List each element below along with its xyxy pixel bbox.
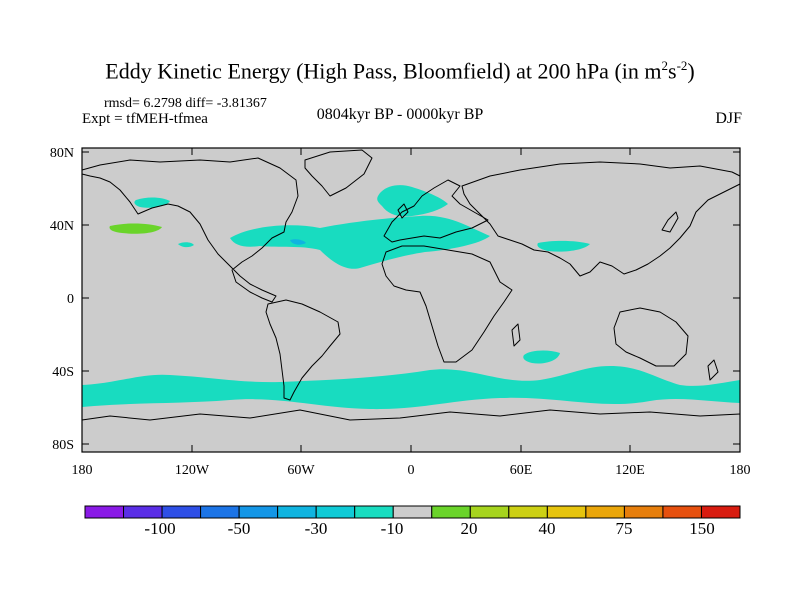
season-label: DJF xyxy=(715,110,742,127)
colorbar-swatch xyxy=(354,505,394,519)
colorbar-label: -100 xyxy=(144,519,175,538)
north-atlantic-core xyxy=(290,239,306,245)
colorbar-label: 150 xyxy=(689,519,715,538)
coastlines xyxy=(81,149,741,421)
lat-label-0: 0 xyxy=(67,292,74,307)
asia-coast xyxy=(461,161,741,277)
period-label: 0804kyr BP - 0000kyr BP xyxy=(316,106,484,123)
south-america-coast xyxy=(265,299,341,401)
colorbar-swatch xyxy=(161,505,202,519)
colorbar-label: 75 xyxy=(616,519,633,538)
colorbar-label: 20 xyxy=(461,519,478,538)
colorbar-swatch xyxy=(546,505,587,519)
stats-label: rmsd= 6.2798 diff= -3.81367 xyxy=(104,96,267,111)
colorbar-label: -30 xyxy=(305,519,328,538)
colorbar-swatch xyxy=(431,505,471,519)
colorbar-swatch xyxy=(623,505,664,519)
colorbar-label: -50 xyxy=(228,519,251,538)
north-america-coast xyxy=(81,157,299,303)
colorbar xyxy=(84,505,741,519)
colorbar-swatch xyxy=(315,505,356,519)
colorbar-label: 40 xyxy=(539,519,556,538)
colorbar-swatch xyxy=(700,505,741,519)
experiment-label: Expt = tfMEH-tfmea xyxy=(82,111,208,127)
colorbar-swatch xyxy=(200,505,240,519)
europe-patch xyxy=(377,185,448,217)
lat-label-80n: 80N xyxy=(50,146,74,161)
lat-label-80s: 80S xyxy=(52,438,74,453)
antarctica-coast xyxy=(81,409,741,421)
figure-title: Eddy Kinetic Energy (High Pass, Bloomfie… xyxy=(105,58,695,84)
europe-coast xyxy=(383,179,489,243)
lon-label-180e: 180 xyxy=(730,463,751,478)
greenland-coast xyxy=(304,149,373,197)
new-zealand-coast xyxy=(707,359,719,381)
lon-label-120e: 120E xyxy=(615,463,645,478)
colorbar-swatch xyxy=(662,505,702,519)
colorbar-swatch xyxy=(123,505,163,519)
lon-label-60w: 60W xyxy=(287,463,315,478)
north-pacific-patch xyxy=(134,197,170,208)
colorbar-labels: -100 -50 -30 -10 20 40 75 150 xyxy=(144,519,714,538)
east-pacific-patch xyxy=(178,242,194,248)
north-atlantic-patch xyxy=(230,215,490,269)
arabian-patch xyxy=(537,240,590,252)
lat-axis: 80N 40N 0 40S 80S xyxy=(50,146,740,453)
indian-ocean-patch xyxy=(523,350,560,364)
japan-coast xyxy=(661,211,679,233)
madagascar-coast xyxy=(511,323,521,347)
australia-coast xyxy=(613,307,689,367)
colorbar-swatch xyxy=(84,505,125,519)
lon-axis: 180 120W 60W 0 60E 120E 180 xyxy=(72,148,751,478)
colorbar-swatch xyxy=(277,505,317,519)
colorbar-swatch xyxy=(392,505,433,519)
anomaly-shading xyxy=(82,185,740,410)
colorbar-swatch xyxy=(508,505,548,519)
lon-label-0: 0 xyxy=(408,463,415,478)
lon-label-120w: 120W xyxy=(175,463,210,478)
colorbar-swatch xyxy=(469,505,510,519)
lon-label-180w: 180 xyxy=(72,463,93,478)
british-isles-coast xyxy=(397,203,409,219)
africa-coast xyxy=(381,245,513,363)
colorbar-swatch xyxy=(585,505,625,519)
colorbar-swatch xyxy=(238,505,279,519)
lat-label-40n: 40N xyxy=(50,219,74,234)
lat-label-40s: 40S xyxy=(52,365,74,380)
central-pacific-positive xyxy=(109,223,162,234)
southern-ocean-band xyxy=(82,366,740,410)
colorbar-label: -10 xyxy=(381,519,404,538)
lon-label-60e: 60E xyxy=(510,463,533,478)
